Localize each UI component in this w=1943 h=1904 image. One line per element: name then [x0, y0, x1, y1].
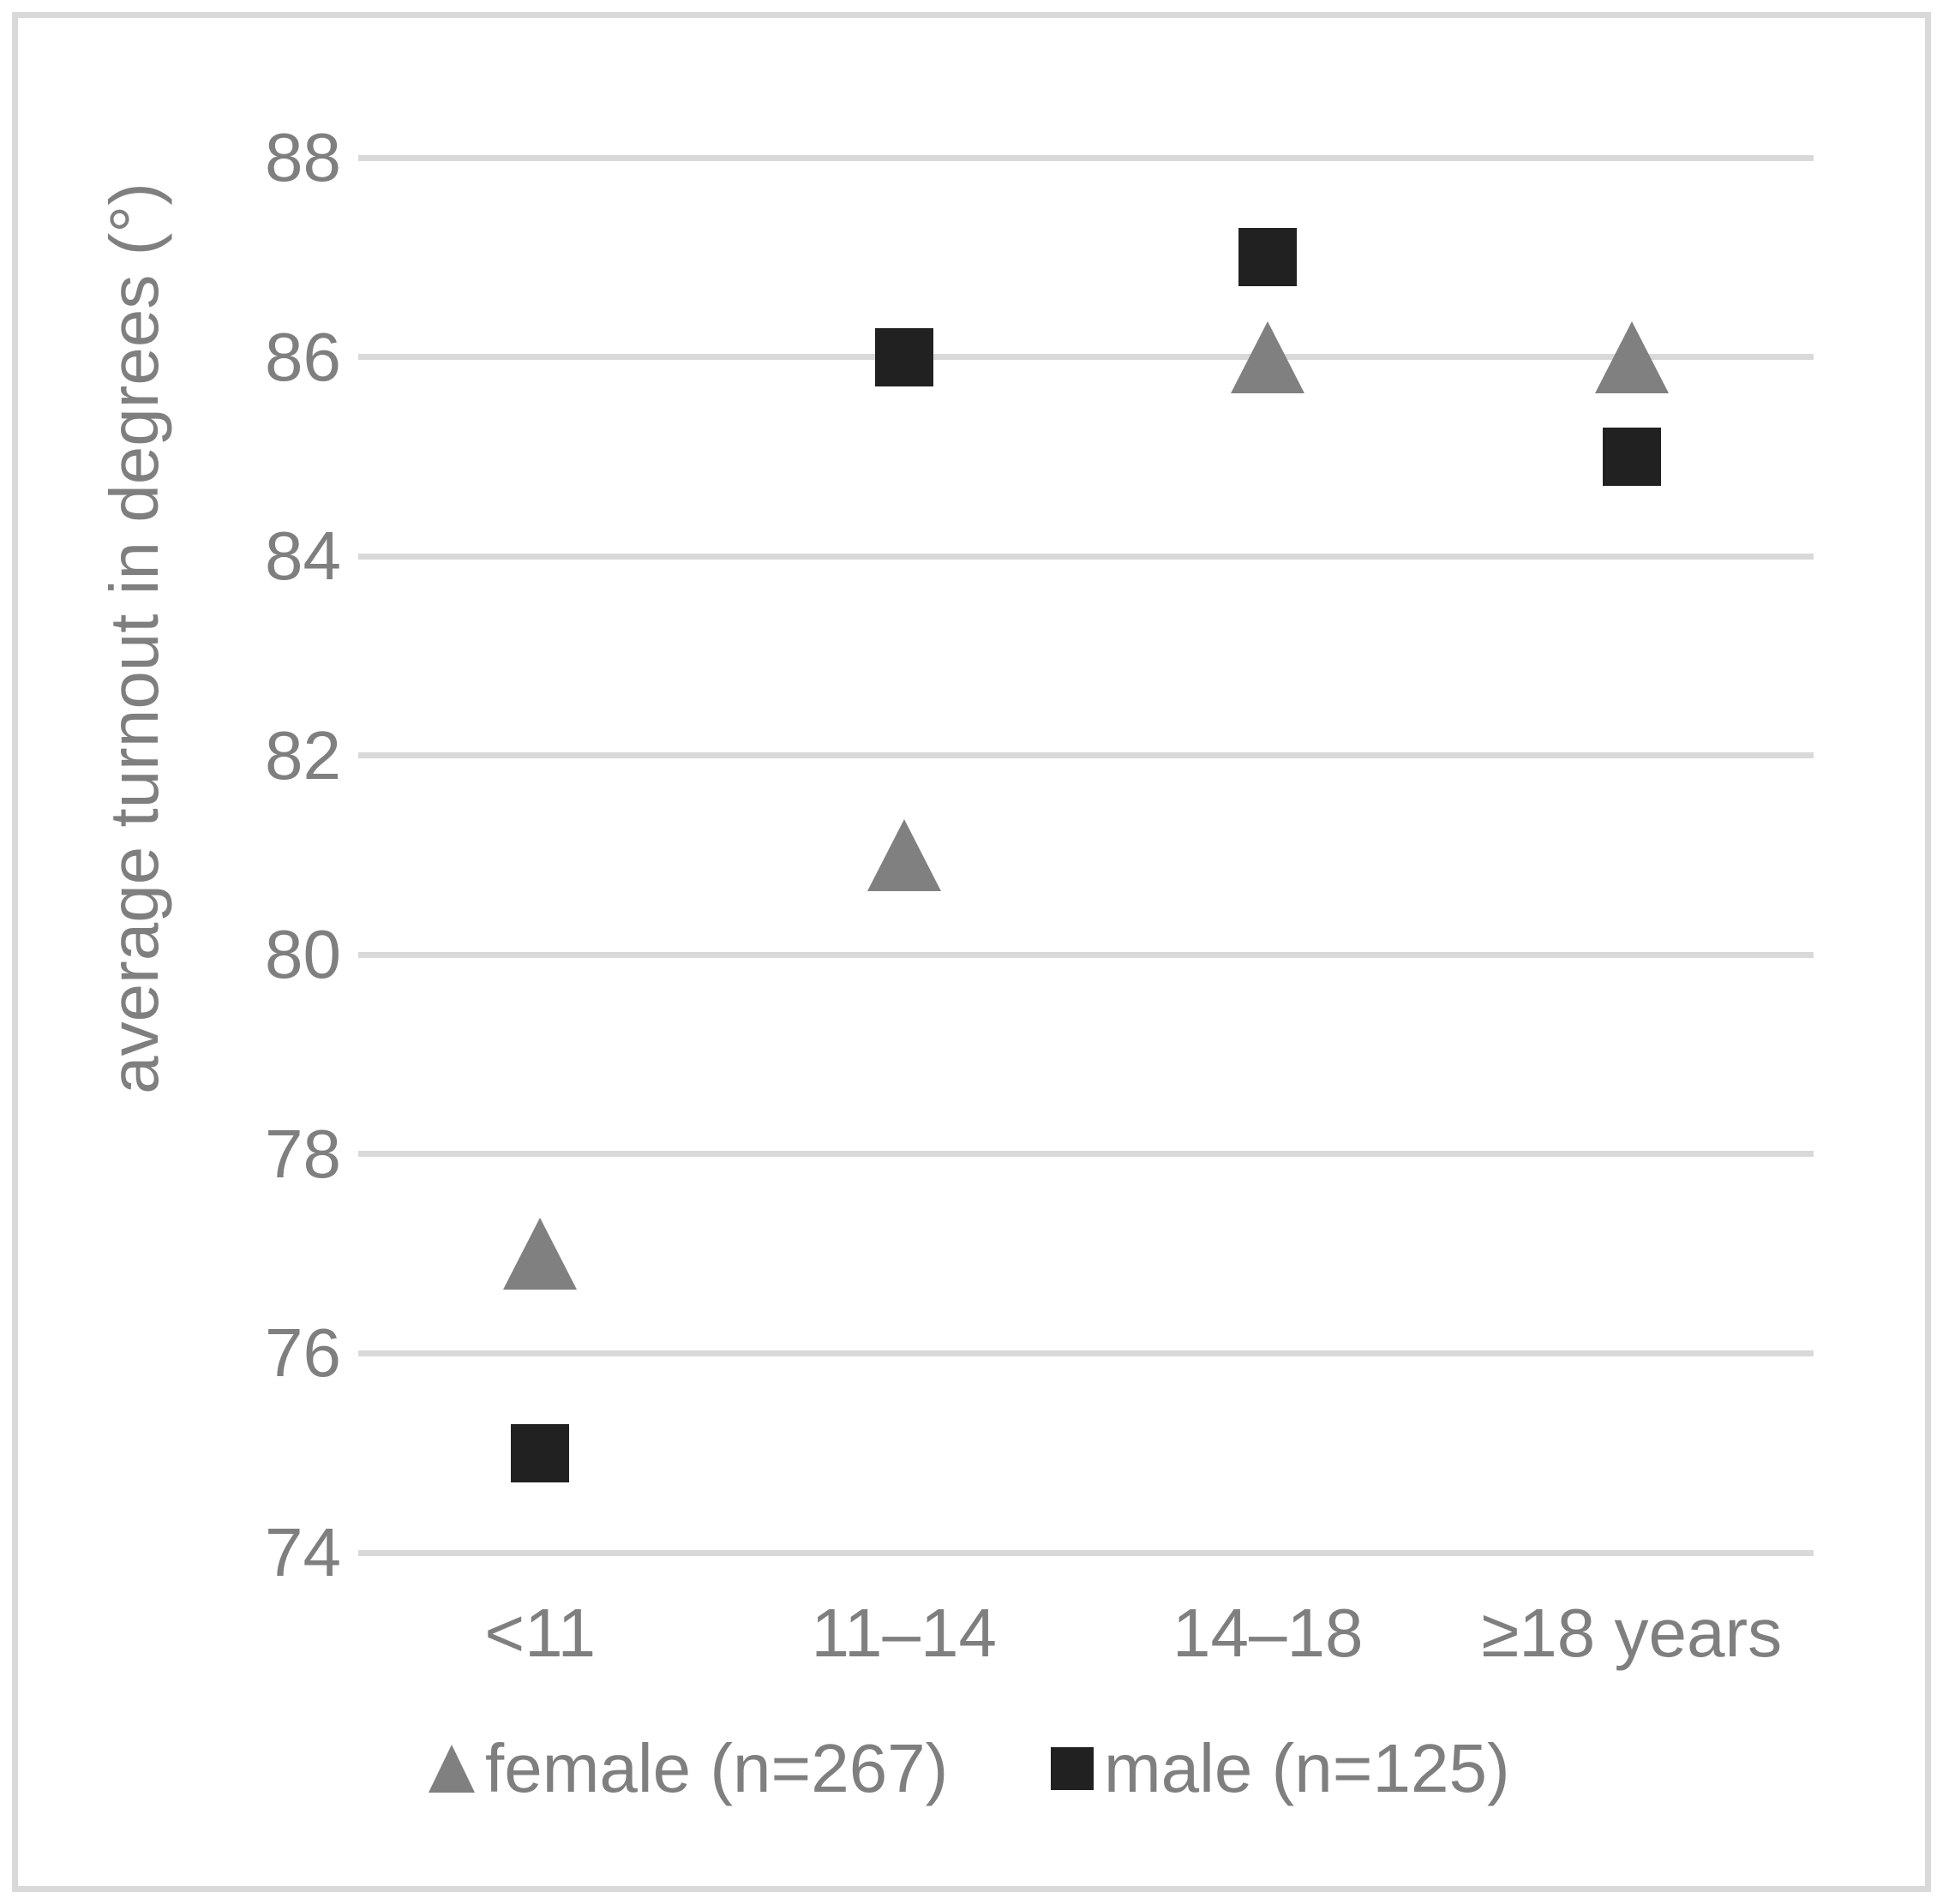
x-tick-label: ≥18 years: [1481, 1595, 1783, 1671]
data-point-triangle: [867, 819, 941, 891]
data-point-square: [1602, 427, 1661, 486]
gridline: [358, 951, 1814, 958]
legend-label-female: female (n=267): [485, 1730, 949, 1806]
legend-label-male: male (n=125): [1104, 1730, 1510, 1806]
legend: female (n=267) male (n=125): [0, 1730, 1943, 1806]
y-tick-label: 82: [265, 716, 341, 793]
x-tick-label: <11: [484, 1595, 597, 1671]
gridline: [358, 553, 1814, 560]
gridline: [358, 1549, 1814, 1556]
square-icon: [1051, 1747, 1094, 1790]
data-point-square: [874, 327, 933, 386]
data-point-triangle: [1594, 320, 1669, 393]
y-tick-label: 84: [265, 518, 341, 595]
data-point-triangle: [1231, 320, 1305, 393]
y-tick-label: 76: [265, 1314, 341, 1392]
legend-item-female: female (n=267): [429, 1730, 948, 1806]
data-point-triangle: [503, 1218, 578, 1290]
gridline: [358, 752, 1814, 759]
gridline: [358, 354, 1814, 361]
y-tick-label: 80: [265, 916, 341, 993]
triangle-icon: [429, 1745, 475, 1793]
y-tick-label: 88: [265, 119, 341, 195]
data-point-square: [1238, 228, 1298, 287]
y-tick-label: 78: [265, 1115, 341, 1192]
x-tick-label: 11–14: [811, 1595, 998, 1671]
gridline: [358, 1350, 1814, 1356]
gridline: [358, 1151, 1814, 1158]
data-point-square: [511, 1423, 570, 1482]
x-tick-label: 14–18: [1172, 1595, 1364, 1671]
y-tick-label: 74: [265, 1514, 341, 1590]
gridline: [358, 154, 1814, 161]
legend-item-male: male (n=125): [1051, 1730, 1510, 1806]
y-tick-label: 86: [265, 318, 341, 395]
